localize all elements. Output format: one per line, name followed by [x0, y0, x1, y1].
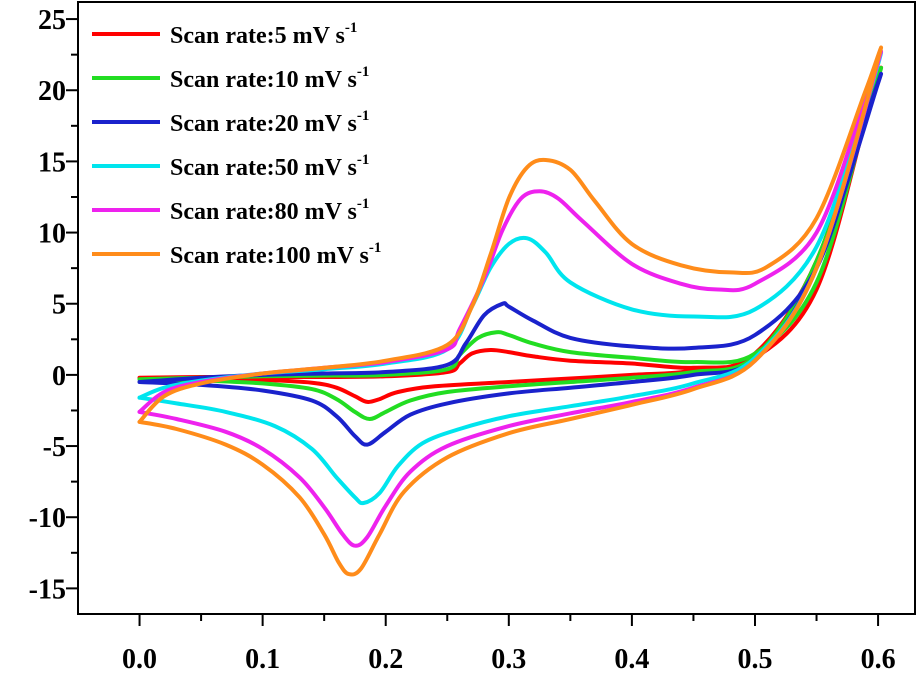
x-tick-label: 0.1 — [245, 644, 280, 674]
y-tick-label: 15 — [38, 147, 66, 178]
legend: Scan rate:5 mV s-1 Scan rate:10 mV s-1 Sca… — [92, 20, 381, 269]
x-tick-label: 0.6 — [861, 644, 896, 674]
y-tick-label: 0 — [52, 361, 66, 392]
legend-label: Scan rate:10 mV s-1 — [170, 64, 369, 93]
y-axis: -15 -10 -5 0 5 10 15 20 25 — [29, 5, 78, 605]
x-tick-label: 0.3 — [491, 644, 526, 674]
y-tick-label: -5 — [43, 432, 66, 463]
series-line-6 — [137, 45, 883, 577]
y-tick-label: -10 — [29, 503, 66, 534]
legend-label: Scan rate:50 mV s-1 — [170, 152, 369, 181]
legend-label: Scan rate:100 mV s-1 — [170, 240, 381, 269]
x-tick-label: 0.2 — [368, 644, 403, 674]
y-tick-label: 5 — [52, 290, 66, 321]
x-tick-label: 0.5 — [737, 644, 772, 674]
plot-curves — [137, 45, 884, 577]
legend-label: Scan rate:5 mV s-1 — [170, 20, 357, 49]
legend-label: Scan rate:20 mV s-1 — [170, 108, 369, 137]
x-axis: 0.0 0.1 0.2 0.3 0.4 0.5 0.6 — [122, 614, 896, 674]
x-tick-label: 0.0 — [122, 644, 157, 674]
y-tick-label: -15 — [29, 574, 66, 605]
y-tick-label: 25 — [38, 5, 66, 36]
x-tick-label: 0.4 — [614, 644, 649, 674]
y-tick-label: 10 — [38, 219, 66, 250]
legend-label: Scan rate:80 mV s-1 — [170, 196, 369, 225]
plot-frame — [77, 1, 916, 615]
series-line-3 — [137, 71, 883, 447]
y-tick-label: 20 — [38, 76, 66, 107]
